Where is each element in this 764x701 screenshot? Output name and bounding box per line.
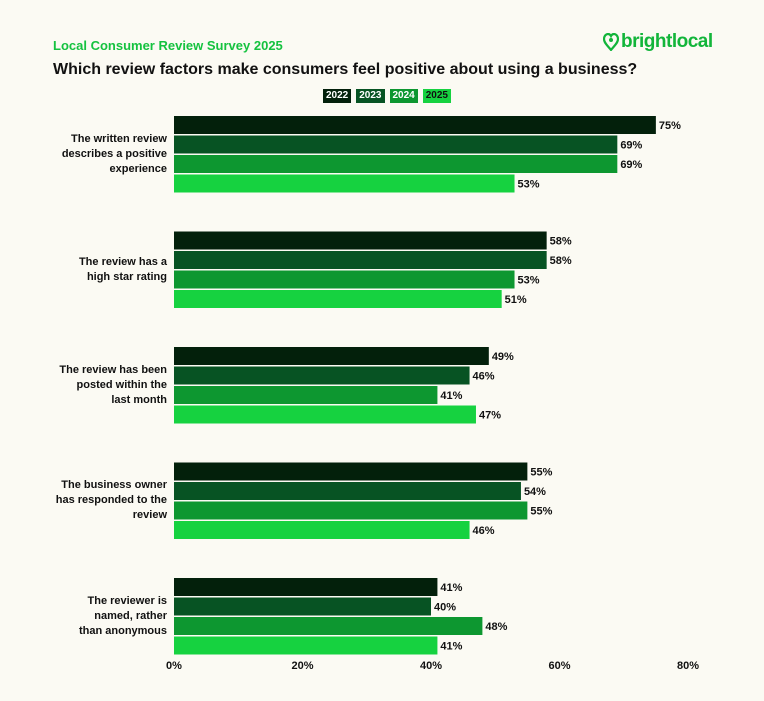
category-label: The written review describes a positive ex…	[61, 132, 167, 175]
data-label: 58%	[550, 236, 572, 248]
category-label: The review has a high star rating	[78, 255, 167, 283]
bar-2023	[174, 366, 470, 385]
legend-item-2023: 2023	[356, 89, 385, 103]
bar-2024	[174, 617, 483, 635]
data-label: 55%	[530, 506, 552, 518]
bar-2024	[174, 501, 528, 520]
bar-2025	[174, 405, 476, 424]
chart-title: Which review factors make consumers feel…	[53, 61, 638, 78]
category-label: The reviewer is named, rather than anonymo…	[78, 594, 167, 637]
category-label: The business owner has responded to the re…	[55, 479, 167, 521]
bar-2023	[174, 251, 547, 269]
data-label: 69%	[620, 159, 642, 171]
chart-legend: 2022 2023 2024 2025	[323, 89, 451, 103]
data-label: 41%	[440, 582, 462, 594]
x-tick-label: 80%	[677, 660, 699, 672]
data-label: 53%	[518, 275, 540, 287]
bar-2024	[174, 155, 618, 173]
data-label: 41%	[440, 390, 462, 402]
bar-2022	[174, 231, 547, 250]
x-tick-label: 0%	[166, 660, 182, 672]
data-label: 54%	[524, 486, 546, 498]
brand-name: brightlocal	[621, 31, 713, 52]
legend-item-2024: 2024	[389, 89, 418, 103]
data-label: 48%	[485, 621, 507, 633]
bar-2025	[174, 290, 502, 308]
category-label: The review has been posted within the last…	[59, 363, 167, 406]
bar-2022	[174, 347, 489, 365]
bar-2025	[174, 521, 470, 539]
brand-logo: brightlocal	[603, 31, 713, 53]
data-label: 47%	[479, 410, 501, 422]
data-label: 46%	[473, 525, 495, 537]
data-label: 41%	[440, 641, 462, 653]
heart-location-icon	[603, 33, 619, 51]
data-label: 58%	[550, 255, 572, 267]
bar-2025	[174, 636, 438, 655]
data-label: 75%	[659, 120, 681, 132]
bar-2024	[174, 386, 438, 404]
data-label: 53%	[518, 179, 540, 191]
bar-2023	[174, 135, 618, 154]
bar-2023	[174, 482, 521, 500]
data-label: 51%	[505, 294, 527, 306]
legend-item-2022: 2022	[323, 89, 352, 103]
data-label: 46%	[473, 371, 495, 383]
data-label: 49%	[492, 351, 514, 363]
x-tick-label: 20%	[291, 660, 313, 672]
bar-2022	[174, 462, 528, 481]
bar-2024	[174, 270, 515, 289]
bar-2025	[174, 174, 515, 193]
x-tick-label: 40%	[420, 660, 442, 672]
survey-label: Local Consumer Review Survey 2025	[53, 38, 283, 53]
bar-2022	[174, 578, 438, 596]
data-label: 55%	[530, 467, 552, 479]
x-tick-label: 60%	[548, 660, 570, 672]
bar-2022	[174, 116, 656, 134]
data-label: 69%	[620, 140, 642, 152]
legend-item-2025: 2025	[422, 89, 451, 103]
data-label: 40%	[434, 602, 456, 614]
bar-2023	[174, 597, 431, 616]
